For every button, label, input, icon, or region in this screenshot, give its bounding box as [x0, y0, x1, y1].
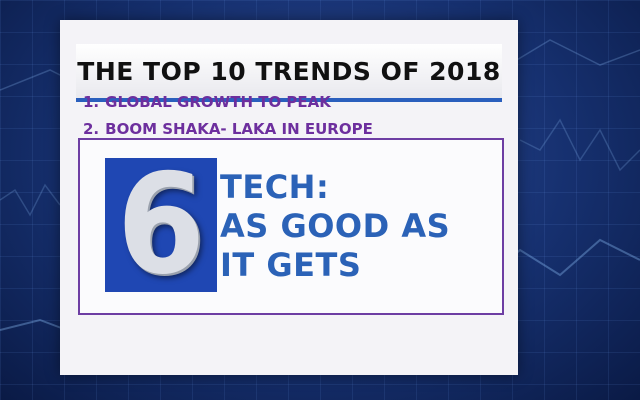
featured-headline: TECH: AS GOOD AS IT GETS: [220, 168, 490, 285]
featured-trend-box: 6 TECH: AS GOOD AS IT GETS: [78, 138, 504, 315]
featured-number: 6: [116, 158, 206, 292]
trend-item-2: 2. BOOM SHAKA- LAKA IN EUROPE: [83, 120, 373, 138]
trend-label: GLOBAL GROWTH TO PEAK: [105, 93, 331, 111]
headline-line: AS GOOD AS: [220, 207, 451, 245]
trend-number: 2.: [83, 120, 100, 138]
trend-number: 1.: [83, 93, 100, 111]
page-title: THE TOP 10 TRENDS OF 2018: [77, 56, 501, 86]
trend-card: THE TOP 10 TRENDS OF 2018 1. GLOBAL GROWT…: [60, 20, 518, 375]
headline-line: TECH:: [220, 168, 330, 206]
title-banner: THE TOP 10 TRENDS OF 2018: [76, 44, 502, 102]
trend-label: BOOM SHAKA- LAKA IN EUROPE: [105, 120, 373, 138]
featured-number-tile: 6: [105, 158, 217, 292]
headline-line: IT GETS: [220, 246, 362, 284]
trend-item-1: 1. GLOBAL GROWTH TO PEAK: [83, 93, 331, 111]
